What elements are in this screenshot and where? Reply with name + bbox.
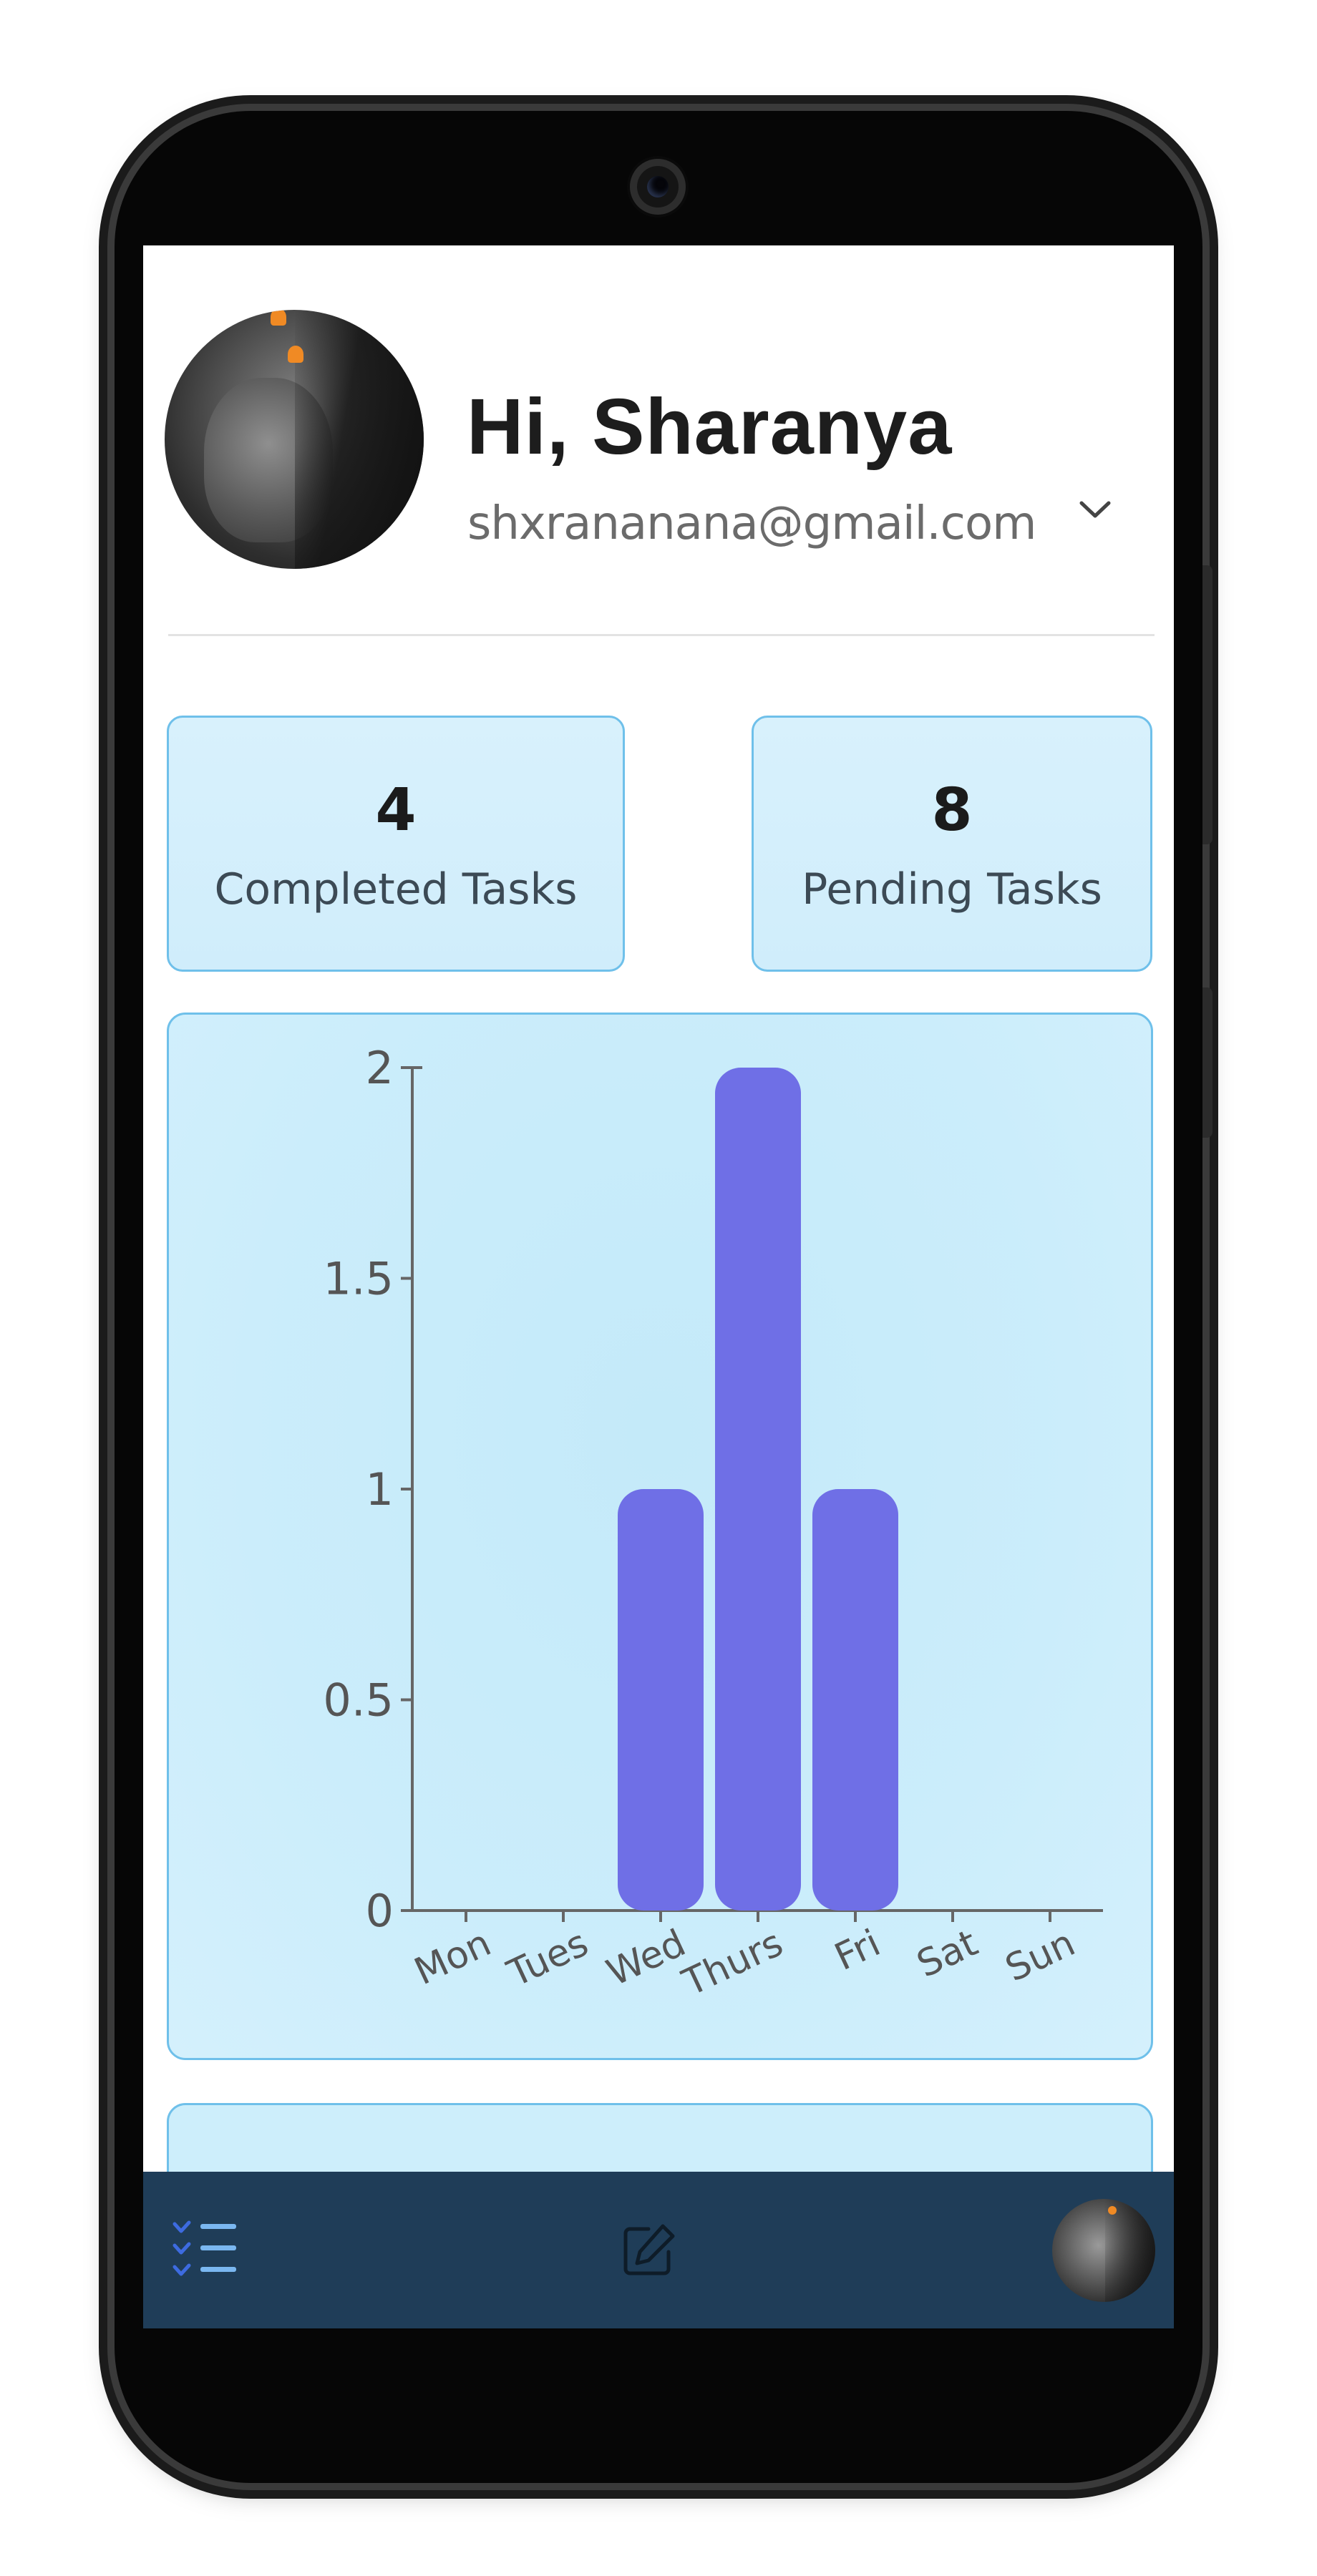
x-tick-label: Sun xyxy=(999,1922,1082,1991)
chevron-down-icon[interactable] xyxy=(1077,497,1113,522)
butterfly-clip-icon xyxy=(271,310,286,326)
phone-side-button xyxy=(1202,565,1212,844)
app-screen: Hi, Sharanya shxrananana@gmail.com 4 Com… xyxy=(143,245,1174,2328)
avatar-hair xyxy=(295,310,424,569)
bar-wed[interactable] xyxy=(618,1489,704,1911)
y-tick-label: 0 xyxy=(366,1885,394,1937)
avatar-hair xyxy=(1105,2199,1155,2302)
y-tick-label: 1.5 xyxy=(323,1253,394,1305)
x-tick-label: Mon xyxy=(408,1922,497,1994)
bar-thurs[interactable] xyxy=(715,1068,801,1911)
butterfly-clip-icon xyxy=(288,346,303,363)
bottom-navigation xyxy=(143,2172,1174,2328)
x-tick-label: Thurs xyxy=(676,1922,789,2006)
greeting-title: Hi, Sharanya xyxy=(467,383,953,471)
pending-tasks-card[interactable]: 8 Pending Tasks xyxy=(752,716,1152,972)
bar-fri[interactable] xyxy=(812,1489,898,1911)
tasks-list-icon[interactable] xyxy=(172,2218,240,2283)
y-tick-label: 0.5 xyxy=(323,1674,394,1727)
x-tick-label: Sat xyxy=(910,1922,984,1986)
y-tick-label: 1 xyxy=(366,1463,394,1516)
user-email: shxrananana@gmail.com xyxy=(467,497,1036,550)
butterfly-clip-icon xyxy=(1108,2206,1117,2215)
x-tick-label: Fri xyxy=(828,1922,887,1980)
x-tick-label: Wed xyxy=(601,1922,692,1995)
completed-tasks-card[interactable]: 4 Completed Tasks xyxy=(167,716,625,972)
pending-tasks-label: Pending Tasks xyxy=(802,864,1102,914)
profile-avatar[interactable] xyxy=(165,310,424,569)
header-divider xyxy=(168,634,1155,636)
x-tick-label: Tues xyxy=(501,1922,595,1996)
y-tick-label: 2 xyxy=(366,1042,394,1094)
edit-icon[interactable] xyxy=(620,2220,679,2279)
front-camera xyxy=(630,159,686,215)
completed-tasks-count: 4 xyxy=(375,776,417,844)
profile-avatar-nav[interactable] xyxy=(1052,2199,1155,2302)
phone-side-button xyxy=(1202,987,1212,1138)
weekly-tasks-chart-card: 0 0.5 1 1.5 2 Mon Tues Wed Thurs Fri Sat Sun xyxy=(167,1013,1153,2060)
pending-tasks-count: 8 xyxy=(931,776,973,844)
completed-tasks-label: Completed Tasks xyxy=(214,864,578,914)
